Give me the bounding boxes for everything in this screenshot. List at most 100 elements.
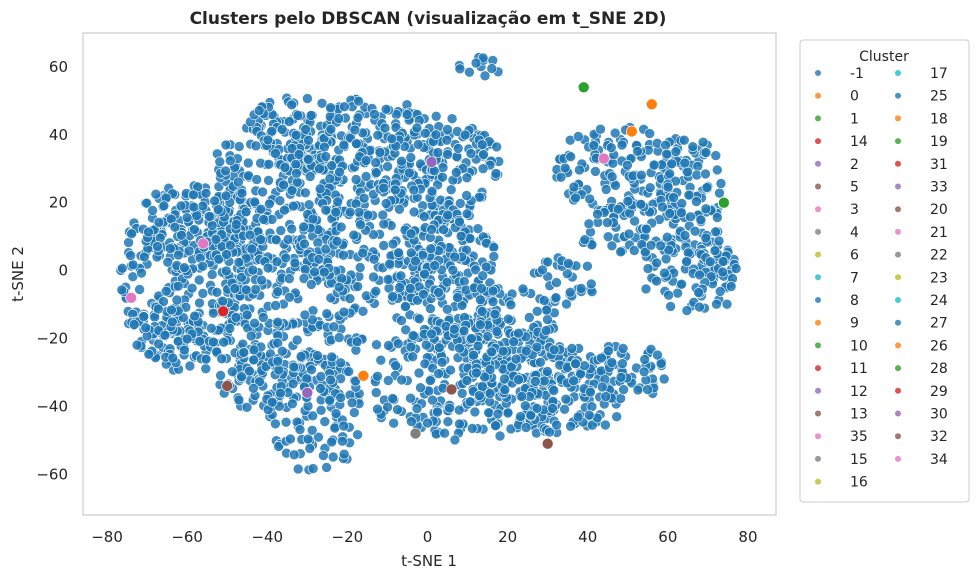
- data-point: [117, 262, 128, 274]
- data-point: [640, 223, 652, 235]
- legend-item: 0: [815, 89, 859, 105]
- data-point: [600, 184, 612, 195]
- data-point: [459, 129, 471, 141]
- data-point: [264, 198, 275, 210]
- data-point: [400, 324, 412, 336]
- legend-label: 33: [930, 180, 948, 196]
- data-point: [585, 278, 597, 290]
- data-point: [216, 353, 227, 365]
- x-tick-label: 20: [498, 528, 517, 546]
- data-point: [384, 258, 396, 270]
- data-point: [488, 242, 500, 253]
- data-point: [220, 190, 232, 202]
- data-point: [204, 211, 215, 222]
- data-point: [330, 408, 342, 419]
- data-point: [238, 347, 249, 358]
- data-point: [615, 246, 627, 258]
- legend-label: 30: [930, 407, 948, 423]
- legend-item: 31: [895, 157, 948, 173]
- data-point: [466, 423, 478, 434]
- data-point: [354, 262, 366, 273]
- data-point: [645, 240, 657, 251]
- data-point: [152, 241, 163, 252]
- data-point: [351, 336, 363, 348]
- data-point: [424, 375, 436, 386]
- data-point: [387, 291, 398, 302]
- legend-marker: [815, 251, 821, 258]
- data-point: [224, 323, 236, 334]
- data-point: [609, 127, 621, 139]
- data-point: [338, 249, 349, 261]
- cluster-point: [445, 383, 458, 396]
- data-point: [257, 186, 268, 198]
- data-point: [368, 253, 380, 265]
- data-point: [379, 122, 391, 134]
- data-point: [570, 192, 581, 204]
- cluster-point: [577, 81, 590, 94]
- data-point: [369, 109, 380, 120]
- legend-items: -101142534678910111213351516172518193133…: [815, 66, 948, 491]
- x-axis-label: t-SNE 1: [401, 552, 457, 570]
- data-point: [248, 382, 259, 394]
- data-point: [370, 157, 382, 168]
- data-point: [714, 286, 726, 297]
- data-point: [176, 230, 187, 241]
- data-point: [721, 298, 733, 310]
- data-point: [606, 240, 618, 252]
- data-point: [458, 325, 470, 337]
- data-point: [550, 292, 562, 304]
- data-point: [315, 371, 327, 382]
- data-point: [335, 392, 347, 404]
- data-point: [483, 407, 495, 419]
- data-point: [255, 203, 267, 215]
- data-point: [263, 159, 275, 170]
- legend-marker: [815, 183, 821, 190]
- data-point: [644, 128, 656, 139]
- data-point: [617, 358, 628, 370]
- data-point: [606, 171, 618, 182]
- data-point: [502, 313, 514, 325]
- data-point: [346, 397, 358, 409]
- data-point: [382, 161, 393, 172]
- data-point: [644, 182, 656, 193]
- data-point: [372, 370, 383, 382]
- data-point: [525, 409, 537, 421]
- data-point: [319, 416, 331, 427]
- data-point: [466, 333, 477, 344]
- data-point: [639, 246, 651, 258]
- legend-marker: [815, 138, 821, 145]
- data-point: [315, 383, 326, 394]
- data-point: [551, 277, 562, 288]
- data-point: [243, 157, 254, 169]
- data-point: [551, 419, 562, 431]
- data-point: [254, 376, 265, 388]
- legend-label: 0: [850, 89, 859, 105]
- cluster-point: [301, 386, 314, 399]
- data-point: [717, 266, 729, 278]
- data-point: [476, 306, 488, 317]
- data-point: [362, 209, 374, 221]
- data-point: [355, 219, 366, 230]
- data-point: [245, 330, 257, 342]
- data-point: [565, 151, 577, 162]
- legend-marker: [815, 160, 821, 167]
- data-point: [499, 373, 510, 385]
- data-point: [464, 66, 475, 78]
- data-point: [306, 424, 318, 436]
- legend-label: 27: [930, 316, 948, 332]
- legend-marker: [895, 206, 901, 213]
- data-point: [126, 228, 137, 239]
- data-point: [166, 304, 177, 316]
- data-point: [325, 374, 336, 386]
- data-point: [618, 384, 629, 395]
- data-point: [348, 407, 360, 418]
- data-point: [241, 401, 253, 413]
- legend-label: 14: [850, 134, 868, 150]
- data-point: [225, 239, 236, 251]
- data-point: [220, 139, 232, 151]
- data-point: [469, 406, 481, 418]
- data-point: [651, 275, 662, 287]
- data-point: [139, 251, 150, 263]
- data-point: [338, 139, 350, 151]
- data-point: [289, 257, 301, 269]
